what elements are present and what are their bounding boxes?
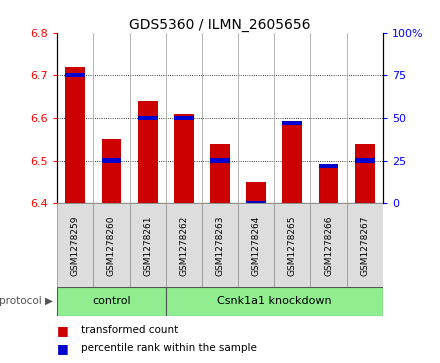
Bar — [347, 203, 383, 287]
Bar — [166, 287, 383, 316]
Text: GSM1278260: GSM1278260 — [107, 216, 116, 276]
Text: ■: ■ — [57, 324, 73, 337]
Text: GSM1278266: GSM1278266 — [324, 216, 333, 276]
Bar — [202, 203, 238, 287]
Bar — [129, 203, 166, 287]
Bar — [238, 203, 274, 287]
Text: Csnk1a1 knockdown: Csnk1a1 knockdown — [217, 296, 332, 306]
Text: GSM1278267: GSM1278267 — [360, 216, 369, 276]
Bar — [66, 73, 85, 77]
Bar — [102, 159, 121, 163]
Bar — [282, 121, 302, 125]
Bar — [282, 122, 302, 203]
Bar — [319, 164, 338, 168]
Text: GSM1278262: GSM1278262 — [180, 216, 188, 276]
Text: GSM1278259: GSM1278259 — [71, 216, 80, 276]
Text: transformed count: transformed count — [81, 325, 179, 335]
Bar — [246, 201, 266, 205]
Text: control: control — [92, 296, 131, 306]
Text: GSM1278261: GSM1278261 — [143, 216, 152, 276]
Text: protocol ▶: protocol ▶ — [0, 296, 53, 306]
Bar — [210, 144, 230, 203]
Text: GSM1278264: GSM1278264 — [252, 216, 260, 276]
Bar — [57, 203, 93, 287]
Text: GSM1278263: GSM1278263 — [216, 216, 224, 276]
Bar — [66, 67, 85, 203]
Bar — [355, 159, 375, 163]
Text: ■: ■ — [57, 342, 73, 355]
Bar — [210, 159, 230, 163]
Text: GSM1278265: GSM1278265 — [288, 216, 297, 276]
Bar — [138, 101, 158, 203]
Bar — [174, 114, 194, 203]
Bar — [246, 182, 266, 203]
Bar — [319, 165, 338, 203]
Bar — [138, 116, 158, 120]
Bar — [274, 203, 311, 287]
Bar — [174, 116, 194, 120]
Bar — [57, 287, 166, 316]
Bar — [102, 139, 121, 203]
Bar — [93, 203, 129, 287]
Bar — [355, 144, 375, 203]
Bar — [311, 203, 347, 287]
Text: GDS5360 / ILMN_2605656: GDS5360 / ILMN_2605656 — [129, 18, 311, 32]
Text: percentile rank within the sample: percentile rank within the sample — [81, 343, 257, 354]
Bar — [166, 203, 202, 287]
